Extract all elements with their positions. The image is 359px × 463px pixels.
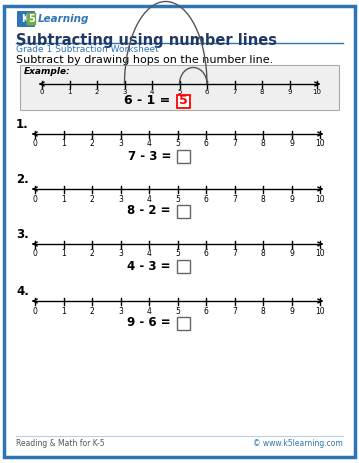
Text: 8: 8 [261, 139, 265, 149]
Text: 4: 4 [150, 89, 154, 95]
Text: Learning: Learning [38, 14, 89, 24]
Text: 3: 3 [118, 250, 123, 258]
Text: 3: 3 [118, 307, 123, 315]
Text: 6: 6 [204, 194, 209, 204]
Text: 0: 0 [33, 250, 37, 258]
Text: 7: 7 [232, 194, 237, 204]
Text: 5: 5 [179, 94, 187, 107]
Text: 4: 4 [146, 307, 151, 315]
Text: 9 - 6 =: 9 - 6 = [127, 317, 175, 330]
Text: 1: 1 [67, 89, 72, 95]
Text: Subtracting using number lines: Subtracting using number lines [16, 33, 277, 48]
FancyBboxPatch shape [177, 205, 190, 218]
Text: Example:: Example: [24, 67, 71, 76]
Text: 1: 1 [61, 307, 66, 315]
Text: 4 - 3 =: 4 - 3 = [127, 259, 175, 273]
Text: 3.: 3. [16, 228, 29, 241]
Text: 3: 3 [122, 89, 127, 95]
Text: 8: 8 [261, 250, 265, 258]
Text: Reading & Math for K-5: Reading & Math for K-5 [16, 438, 104, 448]
Text: 9: 9 [289, 139, 294, 149]
Text: 4: 4 [146, 250, 151, 258]
Text: 6: 6 [204, 139, 209, 149]
Text: 0: 0 [40, 89, 44, 95]
Text: 6: 6 [204, 307, 209, 315]
Text: 9: 9 [289, 307, 294, 315]
Text: © www.k5learning.com: © www.k5learning.com [253, 438, 343, 448]
Text: 4.: 4. [16, 285, 29, 298]
Text: 1: 1 [61, 139, 66, 149]
Text: 0: 0 [33, 139, 37, 149]
Text: 10: 10 [315, 194, 325, 204]
Text: 10: 10 [315, 139, 325, 149]
Text: 2.: 2. [16, 173, 29, 186]
Text: K: K [21, 14, 28, 24]
Text: 6 - 1 =: 6 - 1 = [124, 94, 174, 107]
Text: Subtract by drawing hops on the number line.: Subtract by drawing hops on the number l… [16, 55, 273, 65]
Text: 8: 8 [261, 307, 265, 315]
FancyBboxPatch shape [177, 150, 190, 163]
FancyBboxPatch shape [17, 11, 35, 27]
Text: 9: 9 [287, 89, 292, 95]
Text: 7: 7 [232, 139, 237, 149]
Text: 7: 7 [232, 89, 237, 95]
Text: 2: 2 [95, 89, 99, 95]
Text: 5: 5 [175, 194, 180, 204]
Text: 1: 1 [61, 250, 66, 258]
Text: 0: 0 [33, 194, 37, 204]
Text: 6: 6 [205, 89, 209, 95]
FancyBboxPatch shape [177, 94, 190, 107]
Text: 5: 5 [175, 307, 180, 315]
FancyBboxPatch shape [177, 259, 190, 273]
FancyBboxPatch shape [177, 317, 190, 330]
Text: 8 - 2 =: 8 - 2 = [127, 205, 175, 218]
Text: 1: 1 [61, 194, 66, 204]
Text: 7: 7 [232, 307, 237, 315]
Text: 3: 3 [118, 139, 123, 149]
Text: 5: 5 [175, 250, 180, 258]
Text: 5: 5 [175, 139, 180, 149]
Text: 8: 8 [260, 89, 264, 95]
Text: 9: 9 [289, 250, 294, 258]
Text: 1.: 1. [16, 118, 29, 131]
FancyBboxPatch shape [20, 65, 339, 110]
Text: 9: 9 [289, 194, 294, 204]
Text: 10: 10 [315, 250, 325, 258]
Text: 4: 4 [146, 194, 151, 204]
Text: 5: 5 [28, 14, 35, 24]
Text: 7: 7 [232, 250, 237, 258]
Text: 2: 2 [90, 250, 94, 258]
Text: 2: 2 [90, 139, 94, 149]
Text: 2: 2 [90, 307, 94, 315]
Text: 2: 2 [90, 194, 94, 204]
Text: Grade 1 Subtraction Worksheet: Grade 1 Subtraction Worksheet [16, 45, 159, 54]
Text: 8: 8 [261, 194, 265, 204]
Text: 0: 0 [33, 307, 37, 315]
Text: 10: 10 [312, 89, 322, 95]
Text: 5: 5 [177, 89, 182, 95]
Text: 3: 3 [118, 194, 123, 204]
Text: 7 - 3 =: 7 - 3 = [127, 150, 175, 163]
Text: 10: 10 [315, 307, 325, 315]
Text: 4: 4 [146, 139, 151, 149]
Text: 6: 6 [204, 250, 209, 258]
